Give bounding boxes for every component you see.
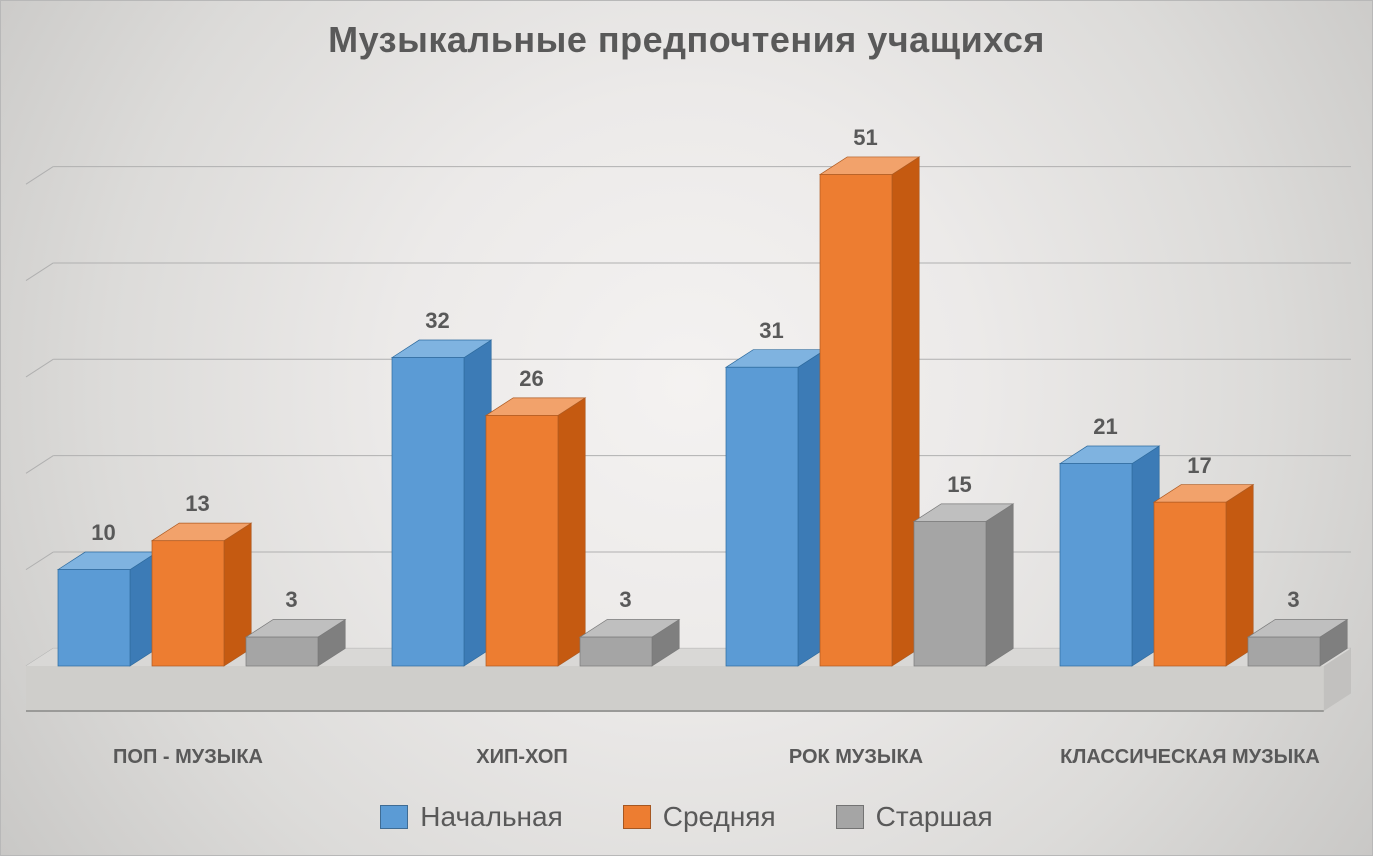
data-label: 3 [1287, 587, 1299, 613]
legend: Начальная Средняя Старшая [1, 801, 1372, 833]
data-label: 10 [91, 520, 115, 546]
legend-swatch-1 [623, 805, 651, 829]
data-label: 31 [759, 318, 783, 344]
data-label: 21 [1093, 414, 1117, 440]
legend-item-0: Начальная [380, 801, 562, 833]
data-label: 13 [185, 491, 209, 517]
legend-swatch-0 [380, 805, 408, 829]
x-axis-label: ХИП-ХОП [476, 746, 568, 769]
chart-title: Музыкальные предпочтения учащихся [1, 19, 1372, 61]
legend-item-2: Старшая [836, 801, 993, 833]
data-label: 26 [519, 366, 543, 392]
x-axis-labels: ПОП - МУЗЫКА ХИП-ХОП РОК МУЗЫКА КЛАССИЧЕСКА… [21, 746, 1356, 786]
plot-area [21, 86, 1356, 746]
legend-label-2: Старшая [876, 801, 993, 833]
x-axis-label: КЛАССИЧЕСКАЯ МУЗЫКА [1060, 746, 1320, 769]
x-axis-label: ПОП - МУЗЫКА [113, 746, 263, 769]
legend-swatch-2 [836, 805, 864, 829]
data-label: 32 [425, 308, 449, 334]
data-label: 15 [947, 472, 971, 498]
data-label: 3 [619, 587, 631, 613]
data-label: 17 [1187, 453, 1211, 479]
legend-item-1: Средняя [623, 801, 776, 833]
x-axis-label: РОК МУЗЫКА [789, 746, 923, 769]
data-label: 3 [285, 587, 297, 613]
chart-frame: Музыкальные предпочтения учащихся 10 13 3 3… [0, 0, 1373, 856]
legend-label-1: Средняя [663, 801, 776, 833]
data-label: 51 [853, 125, 877, 151]
legend-label-0: Начальная [420, 801, 562, 833]
